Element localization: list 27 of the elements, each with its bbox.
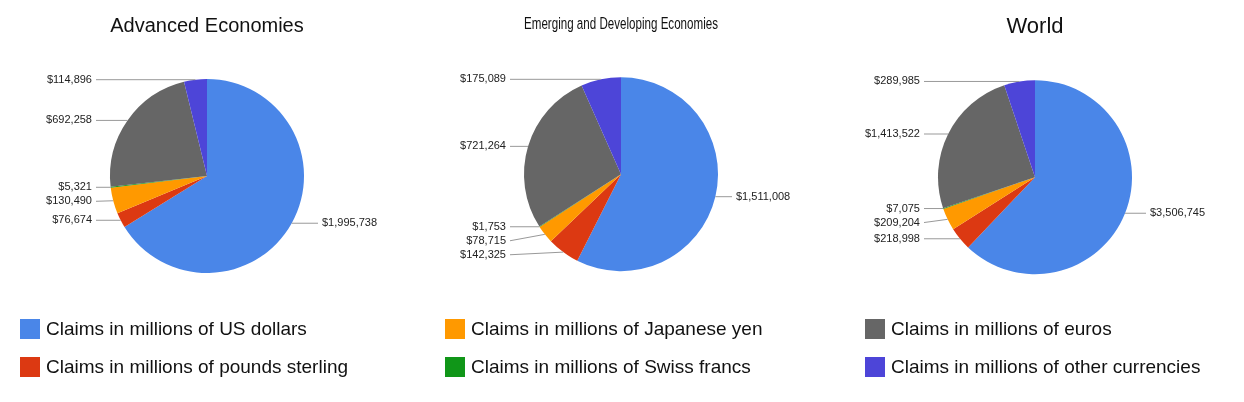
legend-label: Claims in millions of euros: [891, 318, 1112, 340]
data-label: $1,753: [472, 219, 506, 232]
data-label: $175,089: [460, 72, 506, 85]
legend-label: Claims in millions of Japanese yen: [471, 318, 763, 340]
data-label: $114,896: [46, 72, 92, 85]
chart-title: World: [1006, 13, 1064, 39]
chart-title: Emerging and Developing Economies: [524, 13, 718, 33]
data-label: $76,674: [52, 213, 92, 226]
data-label: $1,511,008: [736, 189, 791, 202]
legend-label: Claims in millions of US dollars: [46, 318, 307, 340]
data-label: $7,075: [886, 201, 920, 214]
data-label: $5,321: [58, 180, 92, 193]
legend-label: Claims in millions of other currencies: [891, 356, 1201, 378]
data-label: $142,325: [460, 247, 506, 260]
data-label: $218,998: [874, 231, 920, 244]
data-label: $3,506,745: [1150, 206, 1206, 219]
legend-label: Claims in millions of Swiss francs: [471, 356, 751, 378]
data-label: $1,995,738: [322, 216, 378, 229]
data-label: $1,413,522: [864, 127, 920, 140]
data-label: $78,715: [466, 233, 506, 246]
data-label: $289,985: [874, 74, 920, 87]
chart-title: Advanced Economies: [110, 13, 304, 36]
data-label: $209,204: [874, 215, 920, 228]
data-label: $721,264: [460, 139, 506, 152]
data-label: $692,258: [46, 113, 92, 126]
data-label: $130,490: [46, 194, 92, 207]
legend-label: Claims in millions of pounds sterling: [46, 356, 349, 378]
